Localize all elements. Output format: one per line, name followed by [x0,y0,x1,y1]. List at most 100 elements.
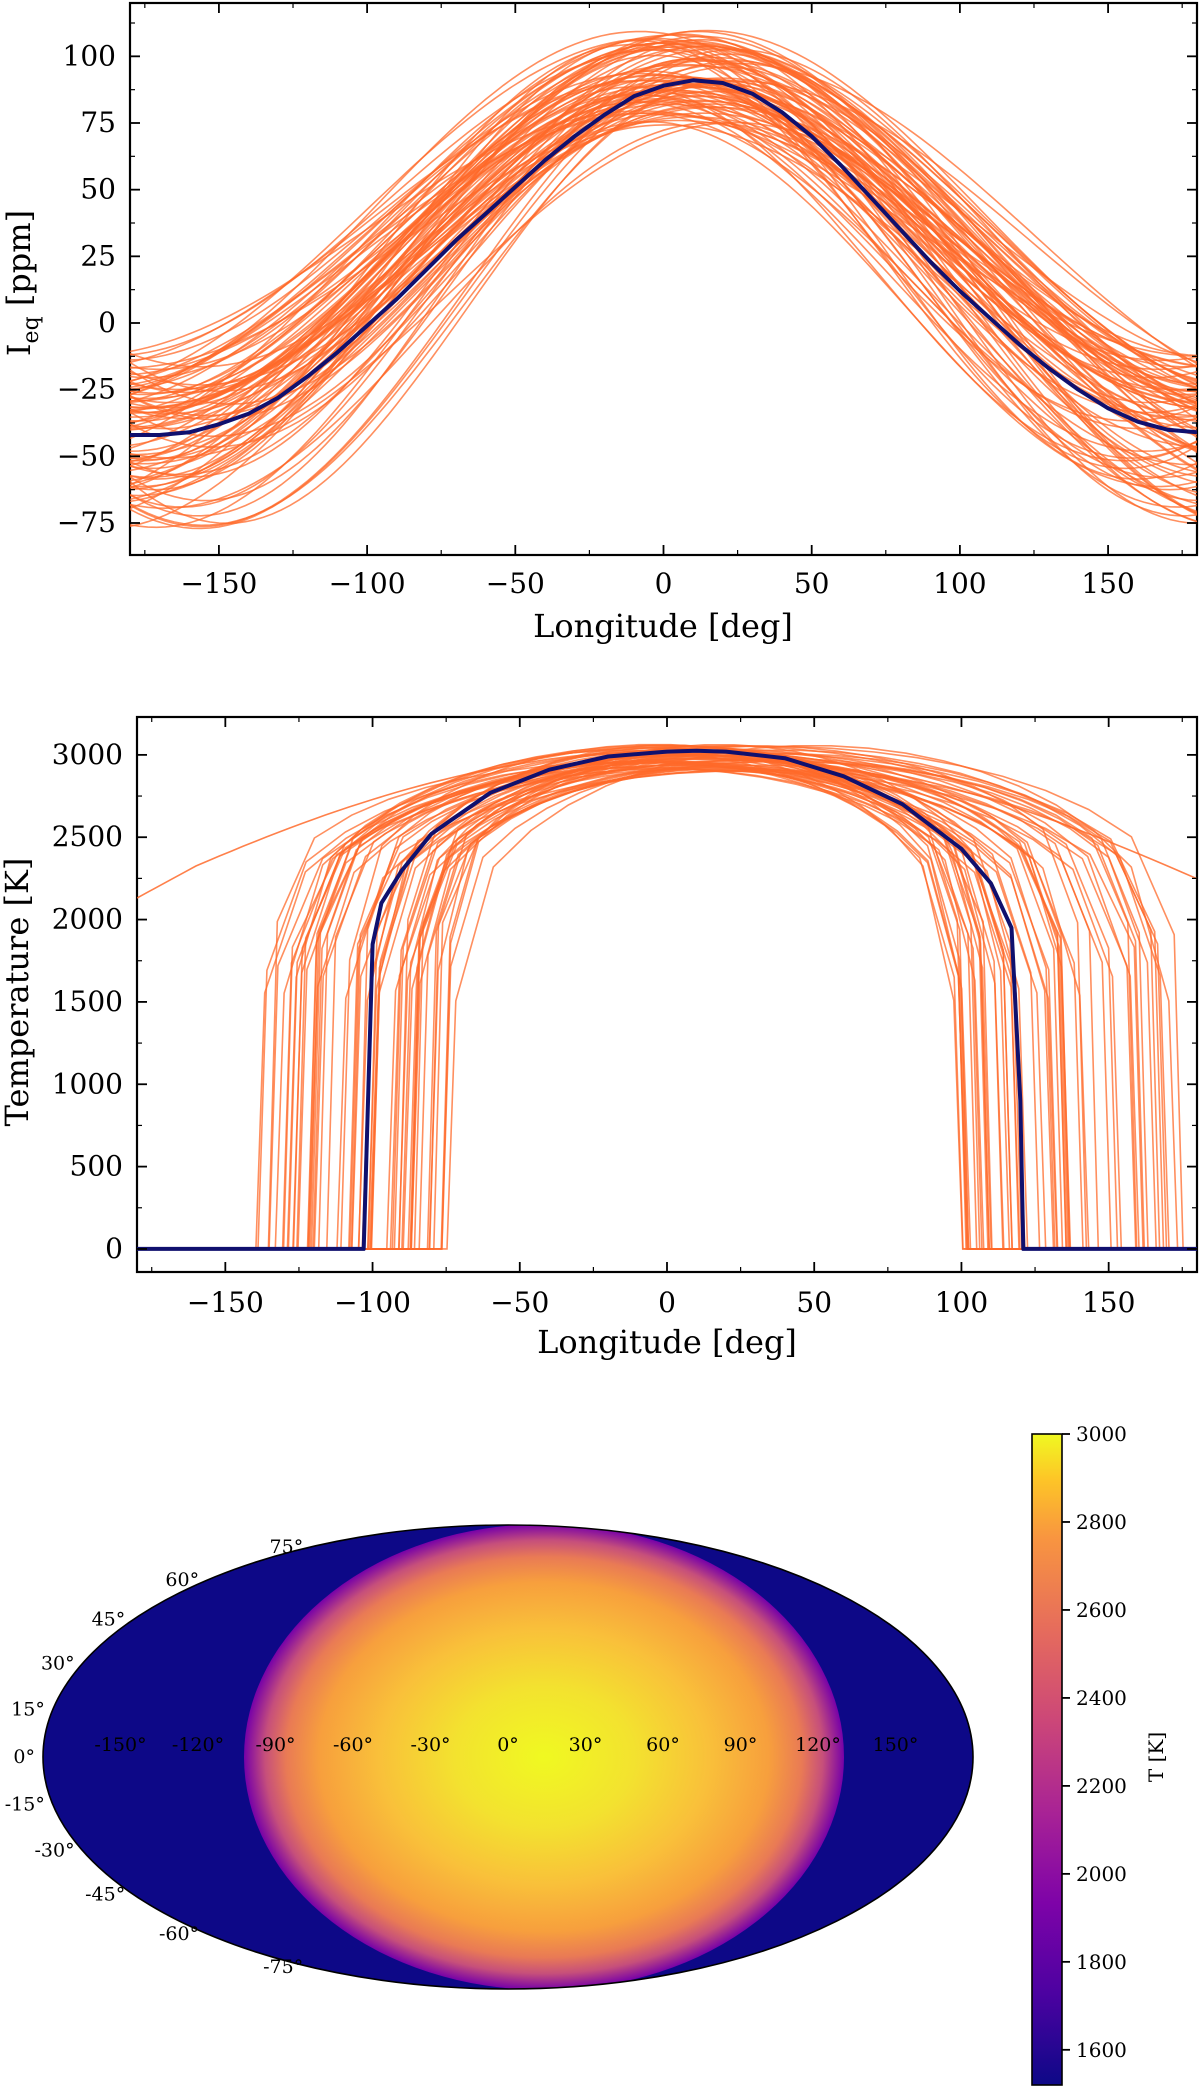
y-tick-label: 1000 [52,1067,123,1100]
y-axis-label: Ieq [ppm] [0,210,44,356]
sample-curves [130,29,1197,530]
y-tick-label: −75 [57,506,116,539]
colorbar-tick-label: 2600 [1076,1598,1127,1622]
longitude-label: 0° [497,1734,519,1756]
x-tick-label: −150 [187,1286,264,1319]
sample-line [137,744,1197,1250]
sample-line [130,30,1197,391]
x-ticks: −150 −100 −50 0 50 100 150 [151,717,1183,1319]
longitude-label: -150° [94,1734,146,1756]
y-tick-label: 3000 [52,738,123,771]
x-tick-label: −150 [180,567,257,600]
colorbar: 1600 1800 2000 2200 2400 2600 2800 3000 T [K] [1031,1422,1168,2086]
longitude-label: -120° [172,1734,224,1756]
sample-line [137,754,1197,1250]
dayside-hotspot [244,1525,844,1989]
best-fit-curve [130,78,1197,437]
latitude-label: -75° [263,1956,303,1978]
x-tick-label: 100 [933,567,986,600]
best-fit-curve [137,748,1197,1251]
y-tick-label: 50 [80,173,116,206]
latitude-label: -15° [5,1793,45,1815]
x-tick-label: −100 [334,1286,411,1319]
y-tick-label: −25 [57,373,116,406]
latitude-label: 60° [165,1569,199,1591]
y-axis-label-unit: [ppm] [0,210,38,316]
longitude-label: 150° [873,1734,919,1756]
sample-line [130,86,1197,376]
colorbar-tick-label: 2200 [1076,1774,1127,1798]
sample-line [130,121,1197,459]
sample-line [137,745,1197,1250]
y-ticks: 0 500 1000 1500 2000 2500 3000 [52,738,1197,1265]
sample-line [137,757,1197,1250]
best-fit-line [137,748,1197,1251]
sample-line [130,122,1197,510]
x-tick-label: 50 [796,1286,832,1319]
x-tick-label: 100 [935,1286,988,1319]
sample-line [137,749,1197,1250]
y-tick-label: −50 [57,439,116,472]
x-tick-label: −50 [486,567,545,600]
colorbar-tick-label: 2000 [1076,1862,1127,1886]
colorbar-tick-label: 2800 [1076,1510,1127,1534]
sample-line [130,43,1197,459]
x-tick-label: 50 [794,567,830,600]
x-axis-label: Longitude [deg] [533,607,793,645]
y-tick-label: 2500 [52,820,123,853]
sample-line [130,38,1197,478]
y-tick-label: 0 [105,1232,123,1265]
latitude-label: 15° [11,1699,45,1721]
colorbar-tick-label: 1800 [1076,1950,1127,1974]
sample-line [130,99,1197,501]
sample-line [137,766,1197,1250]
sample-line [130,103,1197,503]
y-tick-label: 1500 [52,985,123,1018]
x-ticks: −150 −100 −50 0 50 100 150 [144,3,1183,600]
sample-line [130,110,1197,357]
sample-line [137,745,1197,1250]
sample-line [130,39,1197,489]
y-tick-label: 100 [63,39,116,72]
longitude-label: 90° [724,1734,758,1756]
sample-line [130,75,1197,413]
latitude-label: 45° [92,1609,126,1631]
y-ticks: −75 −50 −25 0 25 50 75 100 [57,22,1197,539]
sample-line [130,88,1197,485]
sample-line [130,35,1197,461]
latitude-label: -60° [159,1923,199,1945]
longitude-label: 120° [795,1734,841,1756]
y-axis-label: Temperature [K] [0,858,36,1127]
panel-temperature: −150 −100 −50 0 50 100 150 0 500 1000 1500 2000 250… [0,715,1199,1361]
longitude-label: -30° [410,1734,450,1756]
colorbar-tick-label: 3000 [1076,1422,1127,1446]
latitude-label: 75° [270,1536,304,1558]
sample-line [130,56,1197,409]
sample-line [130,100,1197,430]
sample-line [130,76,1197,409]
sample-line [130,99,1197,513]
x-tick-label: 0 [658,1286,676,1319]
map-outline [42,1524,974,1990]
x-tick-label: 150 [1082,1286,1135,1319]
colorbar-gradient [1031,1433,1063,2086]
latitude-label: -45° [85,1883,125,1905]
panel-intensity: −150 −100 −50 0 50 100 150 −75 −50 −25 0 25 50 75 100… [0,1,1199,645]
x-tick-label: −100 [329,567,406,600]
x-tick-label: −50 [490,1286,549,1319]
y-tick-label: 25 [80,239,116,272]
y-tick-label: 2000 [52,903,123,936]
sample-line [130,84,1197,525]
latitude-labels: 75° 60° 45° 30° 15° 0° -15° -30° -45° -60° -75° [5,1536,303,1978]
sample-line [130,119,1197,369]
colorbar-ticks: 1600 1800 2000 2200 2400 2600 2800 3000 [1062,1422,1127,2062]
longitude-label: -90° [255,1734,295,1756]
x-tick-label: 150 [1081,567,1134,600]
longitude-label: -60° [333,1734,373,1756]
sample-line [137,744,1197,1250]
sample-line [130,82,1197,420]
y-tick-label: 500 [70,1150,123,1183]
sample-line [137,745,1197,1250]
longitude-label: 30° [569,1734,603,1756]
